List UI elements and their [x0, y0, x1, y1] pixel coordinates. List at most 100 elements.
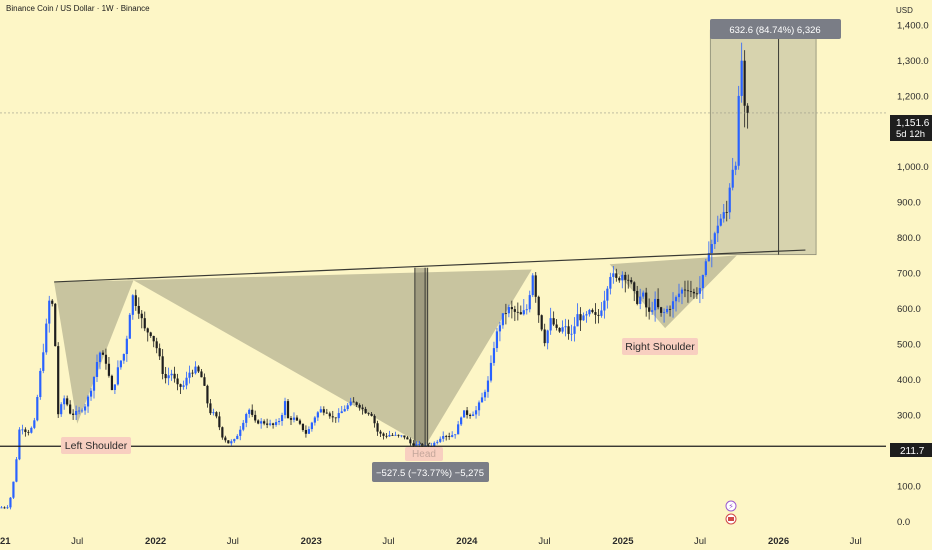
candle-body-16 [48, 300, 51, 324]
candle-body-33 [98, 352, 102, 363]
candle-body-53 [158, 348, 161, 357]
candle-body-17 [51, 300, 54, 304]
date-tick-label: 2026 [768, 536, 789, 547]
candle-body-166 [495, 331, 499, 349]
candle-body-169 [504, 313, 507, 315]
candle-body-54 [161, 356, 164, 374]
candle-body-112 [334, 417, 337, 419]
candle-body-206 [615, 273, 618, 278]
candle-body-108 [322, 409, 325, 413]
candle-body-135 [403, 435, 406, 438]
candle-body-182 [543, 329, 546, 344]
candle-body-121 [361, 407, 364, 409]
candle-body-217 [648, 307, 651, 312]
candle-body-249 [743, 60, 746, 106]
candle-body-242 [722, 212, 725, 219]
candle-body-38 [113, 384, 117, 391]
candle-body-229 [683, 289, 687, 291]
candle-body-122 [364, 408, 367, 414]
candle-body-168 [501, 313, 505, 326]
candle-body-45 [134, 295, 137, 306]
candle-body-186 [555, 324, 558, 328]
candle-body-178 [531, 275, 534, 296]
candle-body-85 [254, 414, 257, 421]
candle-body-118 [352, 401, 355, 403]
candle-body-185 [552, 318, 555, 325]
candle-body-60 [179, 384, 182, 387]
candle-body-101 [301, 423, 305, 430]
candle-body-218 [651, 310, 654, 312]
candle-body-163 [486, 380, 490, 392]
candle-body-240 [716, 225, 719, 234]
candle-body-247 [737, 95, 740, 166]
candle-body-215 [642, 292, 645, 297]
candle-body-131 [391, 434, 394, 436]
candle-body-103 [307, 429, 311, 434]
candle-body-14 [42, 352, 45, 371]
candle-body-30 [89, 390, 93, 397]
candle-body-117 [349, 401, 352, 406]
candle-body-102 [304, 429, 308, 434]
candle-body-36 [107, 363, 111, 376]
candle-body-246 [734, 165, 737, 170]
candle-body-3 [9, 497, 12, 508]
candles[interactable] [0, 42, 749, 510]
candle-body-86 [257, 420, 260, 424]
candle-body-207 [618, 277, 621, 281]
candle-body-110 [328, 413, 331, 417]
candle-body-98 [292, 417, 296, 420]
candle-body-20 [60, 404, 63, 415]
candle-body-157 [468, 414, 472, 416]
candle-body-155 [463, 410, 466, 418]
candle-body-78 [233, 439, 236, 442]
candle-body-37 [110, 375, 114, 391]
candle-body-173 [516, 311, 519, 313]
candle-body-129 [385, 435, 388, 437]
candle-body-160 [477, 402, 481, 411]
candle-body-179 [534, 275, 537, 297]
candle-body-134 [400, 435, 403, 437]
candle-body-203 [606, 288, 609, 301]
currency-label: USD [896, 6, 913, 15]
candle-body-71 [212, 412, 215, 414]
candle-body-226 [674, 297, 678, 302]
candle-body-153 [457, 424, 460, 435]
candle-body-183 [546, 330, 549, 344]
candle-body-196 [585, 314, 588, 316]
candle-body-136 [406, 437, 409, 440]
candle-body-162 [483, 391, 487, 398]
candle-body-75 [224, 437, 227, 441]
candle-body-230 [686, 290, 690, 292]
candle-countdown: 5d 12h [896, 129, 925, 140]
date-tick-label: Jul [382, 536, 394, 547]
candle-body-228 [680, 289, 684, 294]
lightning-event-icon[interactable] [725, 500, 737, 512]
candle-body-193 [576, 314, 579, 327]
support-price-marker [890, 443, 932, 457]
candle-body-19 [57, 346, 60, 415]
candle-body-65 [194, 366, 197, 374]
candle-body-67 [200, 371, 203, 378]
candle-body-23 [69, 404, 72, 414]
current-price-marker [890, 115, 932, 141]
price-tick-label: 1,400.0 [897, 20, 929, 31]
candle-body-125 [373, 415, 376, 424]
candle-body-1 [3, 507, 6, 509]
candle-body-80 [239, 429, 242, 436]
candle-body-73 [218, 416, 221, 428]
candle-body-180 [537, 296, 540, 316]
candle-body-195 [582, 315, 585, 321]
candle-body-235 [701, 274, 704, 289]
candle-body-133 [397, 434, 400, 436]
candle-body-197 [588, 309, 591, 315]
candle-body-224 [668, 308, 672, 310]
candle-body-174 [519, 312, 522, 315]
candle-body-50 [149, 332, 152, 336]
candle-body-107 [319, 409, 322, 413]
candle-body-223 [665, 308, 669, 313]
candle-body-27 [80, 410, 84, 412]
time-axis[interactable]: 2021 Jul 2022 Jul 2023 Jul 2024 Jul 2025 Jul 2026 J… [0, 536, 862, 547]
candle-body-70 [209, 403, 212, 414]
price-axis[interactable]: 0.0 100.0 300.0 400.0 500.0 600.0 700.0 800.0 90… [897, 20, 929, 528]
